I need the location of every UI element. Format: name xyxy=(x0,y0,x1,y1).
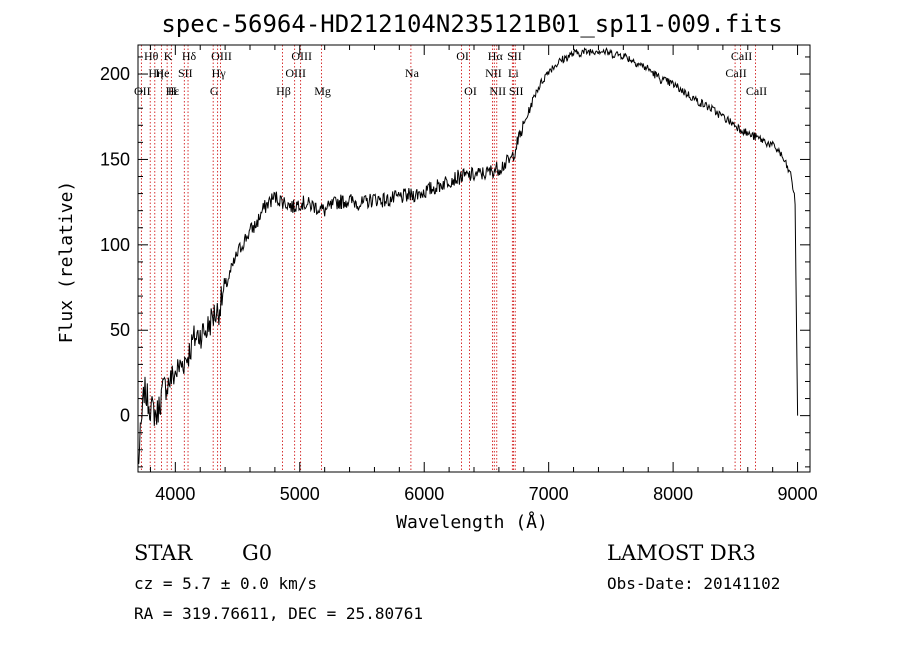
x-axis-label: Wavelength (Å) xyxy=(396,511,548,533)
object-type: STAR xyxy=(134,541,193,565)
object-subclass: G0 xyxy=(242,541,272,565)
y-axis-ticks: 0 50 100 150 200 xyxy=(100,56,810,468)
line-label-0: Hθ xyxy=(144,49,159,63)
line-label-11: SII xyxy=(178,66,193,80)
line-label-2: Hδ xyxy=(182,49,197,63)
line-label-16: Li xyxy=(508,66,519,80)
line-label-17: CaII xyxy=(725,66,746,80)
line-label-14: Na xyxy=(405,66,420,80)
plot-frame xyxy=(137,44,811,473)
y-tick-label: 100 xyxy=(100,235,130,255)
ra-dec: RA = 319.76611, DEC = 25.80761 xyxy=(134,604,423,623)
observation-date: Obs-Date: 20141102 xyxy=(607,574,780,593)
chart-title: spec-56964-HD212104N235121B01_sp11-009.f… xyxy=(161,10,782,38)
y-tick-label: 200 xyxy=(100,64,130,84)
x-tick-label: 8000 xyxy=(653,484,693,504)
x-tick-label: 7000 xyxy=(529,484,569,504)
y-axis-label: Flux (relative) xyxy=(56,181,77,344)
spectral-line-markers xyxy=(140,45,756,472)
line-label-19: Hε xyxy=(166,84,180,98)
line-label-27: CaII xyxy=(746,84,767,98)
line-label-7: SII xyxy=(507,49,522,63)
line-label-22: Hβ xyxy=(276,84,291,98)
line-label-25: NII xyxy=(489,84,506,98)
x-tick-label: 4000 xyxy=(155,484,195,504)
x-tick-label: 5000 xyxy=(280,484,320,504)
line-label-3: OIII xyxy=(211,49,232,63)
x-axis-ticks: 4000 5000 6000 7000 8000 9000 xyxy=(149,45,818,504)
line-label-23: Mg xyxy=(314,84,331,98)
survey-name: LAMOST DR3 xyxy=(607,541,756,565)
line-label-5: OI xyxy=(456,49,469,63)
y-tick-label: 150 xyxy=(100,149,130,169)
line-label-21: G xyxy=(210,84,219,98)
line-label-1: K xyxy=(164,49,173,63)
y-tick-label: 0 xyxy=(120,406,130,426)
line-label-13: OIII xyxy=(285,66,306,80)
line-label-12: Hγ xyxy=(212,66,227,80)
flux-series-line xyxy=(137,47,799,465)
line-label-26: SII xyxy=(509,84,524,98)
line-label-20: H xyxy=(168,84,177,98)
y-tick-label: 50 xyxy=(110,320,130,340)
line-label-9: Hη xyxy=(148,66,163,80)
line-label-10: He xyxy=(156,66,170,80)
redshift-cz: cz = 5.7 ± 0.0 km/s xyxy=(134,574,317,593)
line-label-4: OIII xyxy=(291,49,312,63)
line-label-6: Hα xyxy=(488,49,504,63)
x-tick-label: 6000 xyxy=(404,484,444,504)
line-label-24: OI xyxy=(464,84,477,98)
x-tick-label: 9000 xyxy=(778,484,818,504)
line-label-8: CaII xyxy=(731,49,752,63)
line-label-15: NII xyxy=(485,66,502,80)
